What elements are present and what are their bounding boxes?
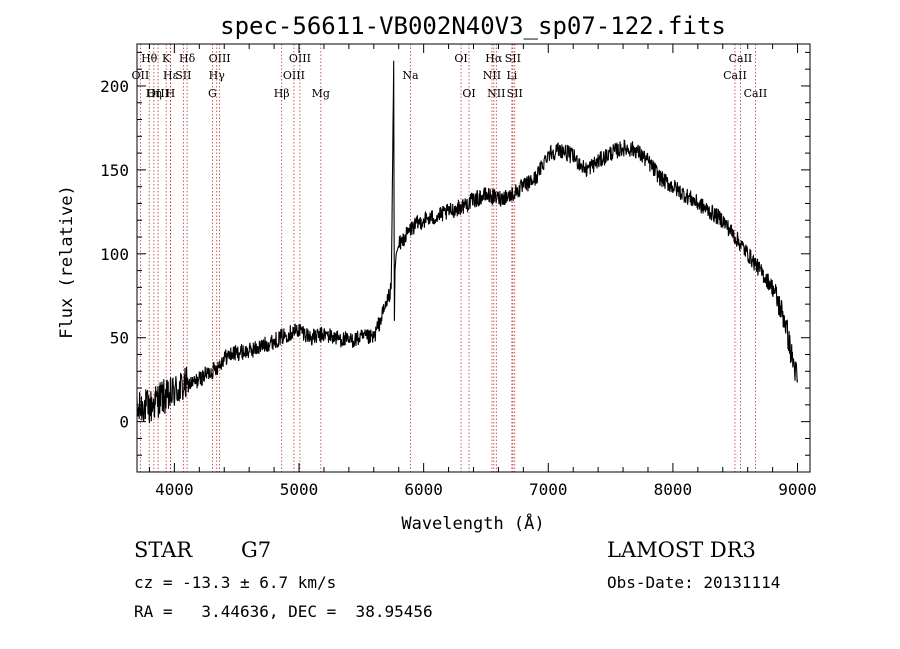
obs-date: Obs-Date: 20131114 [607, 573, 781, 592]
line-label: SII [175, 69, 191, 82]
y-axis-label: Flux (relative) [57, 185, 77, 339]
y-tick-label: 100 [100, 245, 129, 264]
x-axis: 4000 5000 6000 7000 8000 9000 [148, 44, 817, 499]
line-label: Hδ [179, 52, 196, 65]
line-label: OI [454, 52, 467, 65]
x-tick-label: 5000 [280, 480, 319, 499]
subclass-label: G7 [241, 538, 272, 562]
chart-title: spec-56611-VB002N40V3_sp07-122.fits [220, 12, 726, 40]
line-label: NII [487, 87, 505, 100]
line-label: G [208, 87, 217, 100]
spectral-lines [139, 44, 756, 472]
line-label: Na [402, 69, 419, 82]
ra-dec: RA = 3.44636, DEC = 38.95456 [134, 602, 433, 621]
line-label: Li [506, 69, 517, 82]
x-tick-label: 6000 [404, 480, 443, 499]
spectrum-line [136, 60, 799, 424]
line-label: OIII [209, 52, 231, 65]
x-tick-label: 8000 [654, 480, 693, 499]
line-label: Hθ [141, 52, 158, 65]
y-tick-label: 50 [110, 329, 129, 348]
y-tick-label: 150 [100, 161, 129, 180]
line-label: H [166, 87, 176, 100]
line-label: CaII [723, 69, 747, 82]
redshift-velocity: cz = -13.3 ± 6.7 km/s [134, 573, 337, 592]
line-label: OIII [147, 87, 169, 100]
line-label: SII [505, 52, 521, 65]
line-label: OIII [289, 52, 311, 65]
line-label: OIII [283, 69, 305, 82]
x-axis-label: Wavelength (Å) [401, 512, 544, 534]
line-label: CaII [729, 52, 753, 65]
line-label: NII [483, 69, 501, 82]
class-label: STAR [134, 538, 193, 562]
line-label: Hε [163, 69, 179, 82]
plot-frame [136, 43, 811, 473]
spectral-line-labels: HθOIIOIIIHηKHHεSIIHδGHγOIIIHβOIIIOIIIMgN… [132, 52, 768, 100]
line-label: K [162, 52, 171, 65]
line-label: OI [462, 87, 475, 100]
line-label: Hα [485, 52, 503, 65]
y-tick-label: 200 [100, 77, 129, 96]
line-label: OII [132, 69, 150, 82]
x-tick-label: 9000 [778, 480, 817, 499]
line-label: SII [507, 87, 523, 100]
y-axis: 0 50 100 150 200 [100, 51, 810, 456]
line-label: Hβ [274, 87, 290, 100]
x-tick-label: 7000 [529, 480, 568, 499]
line-label: CaII [744, 87, 768, 100]
line-label: Hγ [209, 69, 226, 82]
y-tick-label: 0 [119, 413, 129, 432]
line-label: Mg [312, 87, 330, 100]
line-label: Hη [146, 87, 162, 100]
x-tick-label: 4000 [155, 480, 194, 499]
survey-label: LAMOST DR3 [607, 538, 756, 562]
